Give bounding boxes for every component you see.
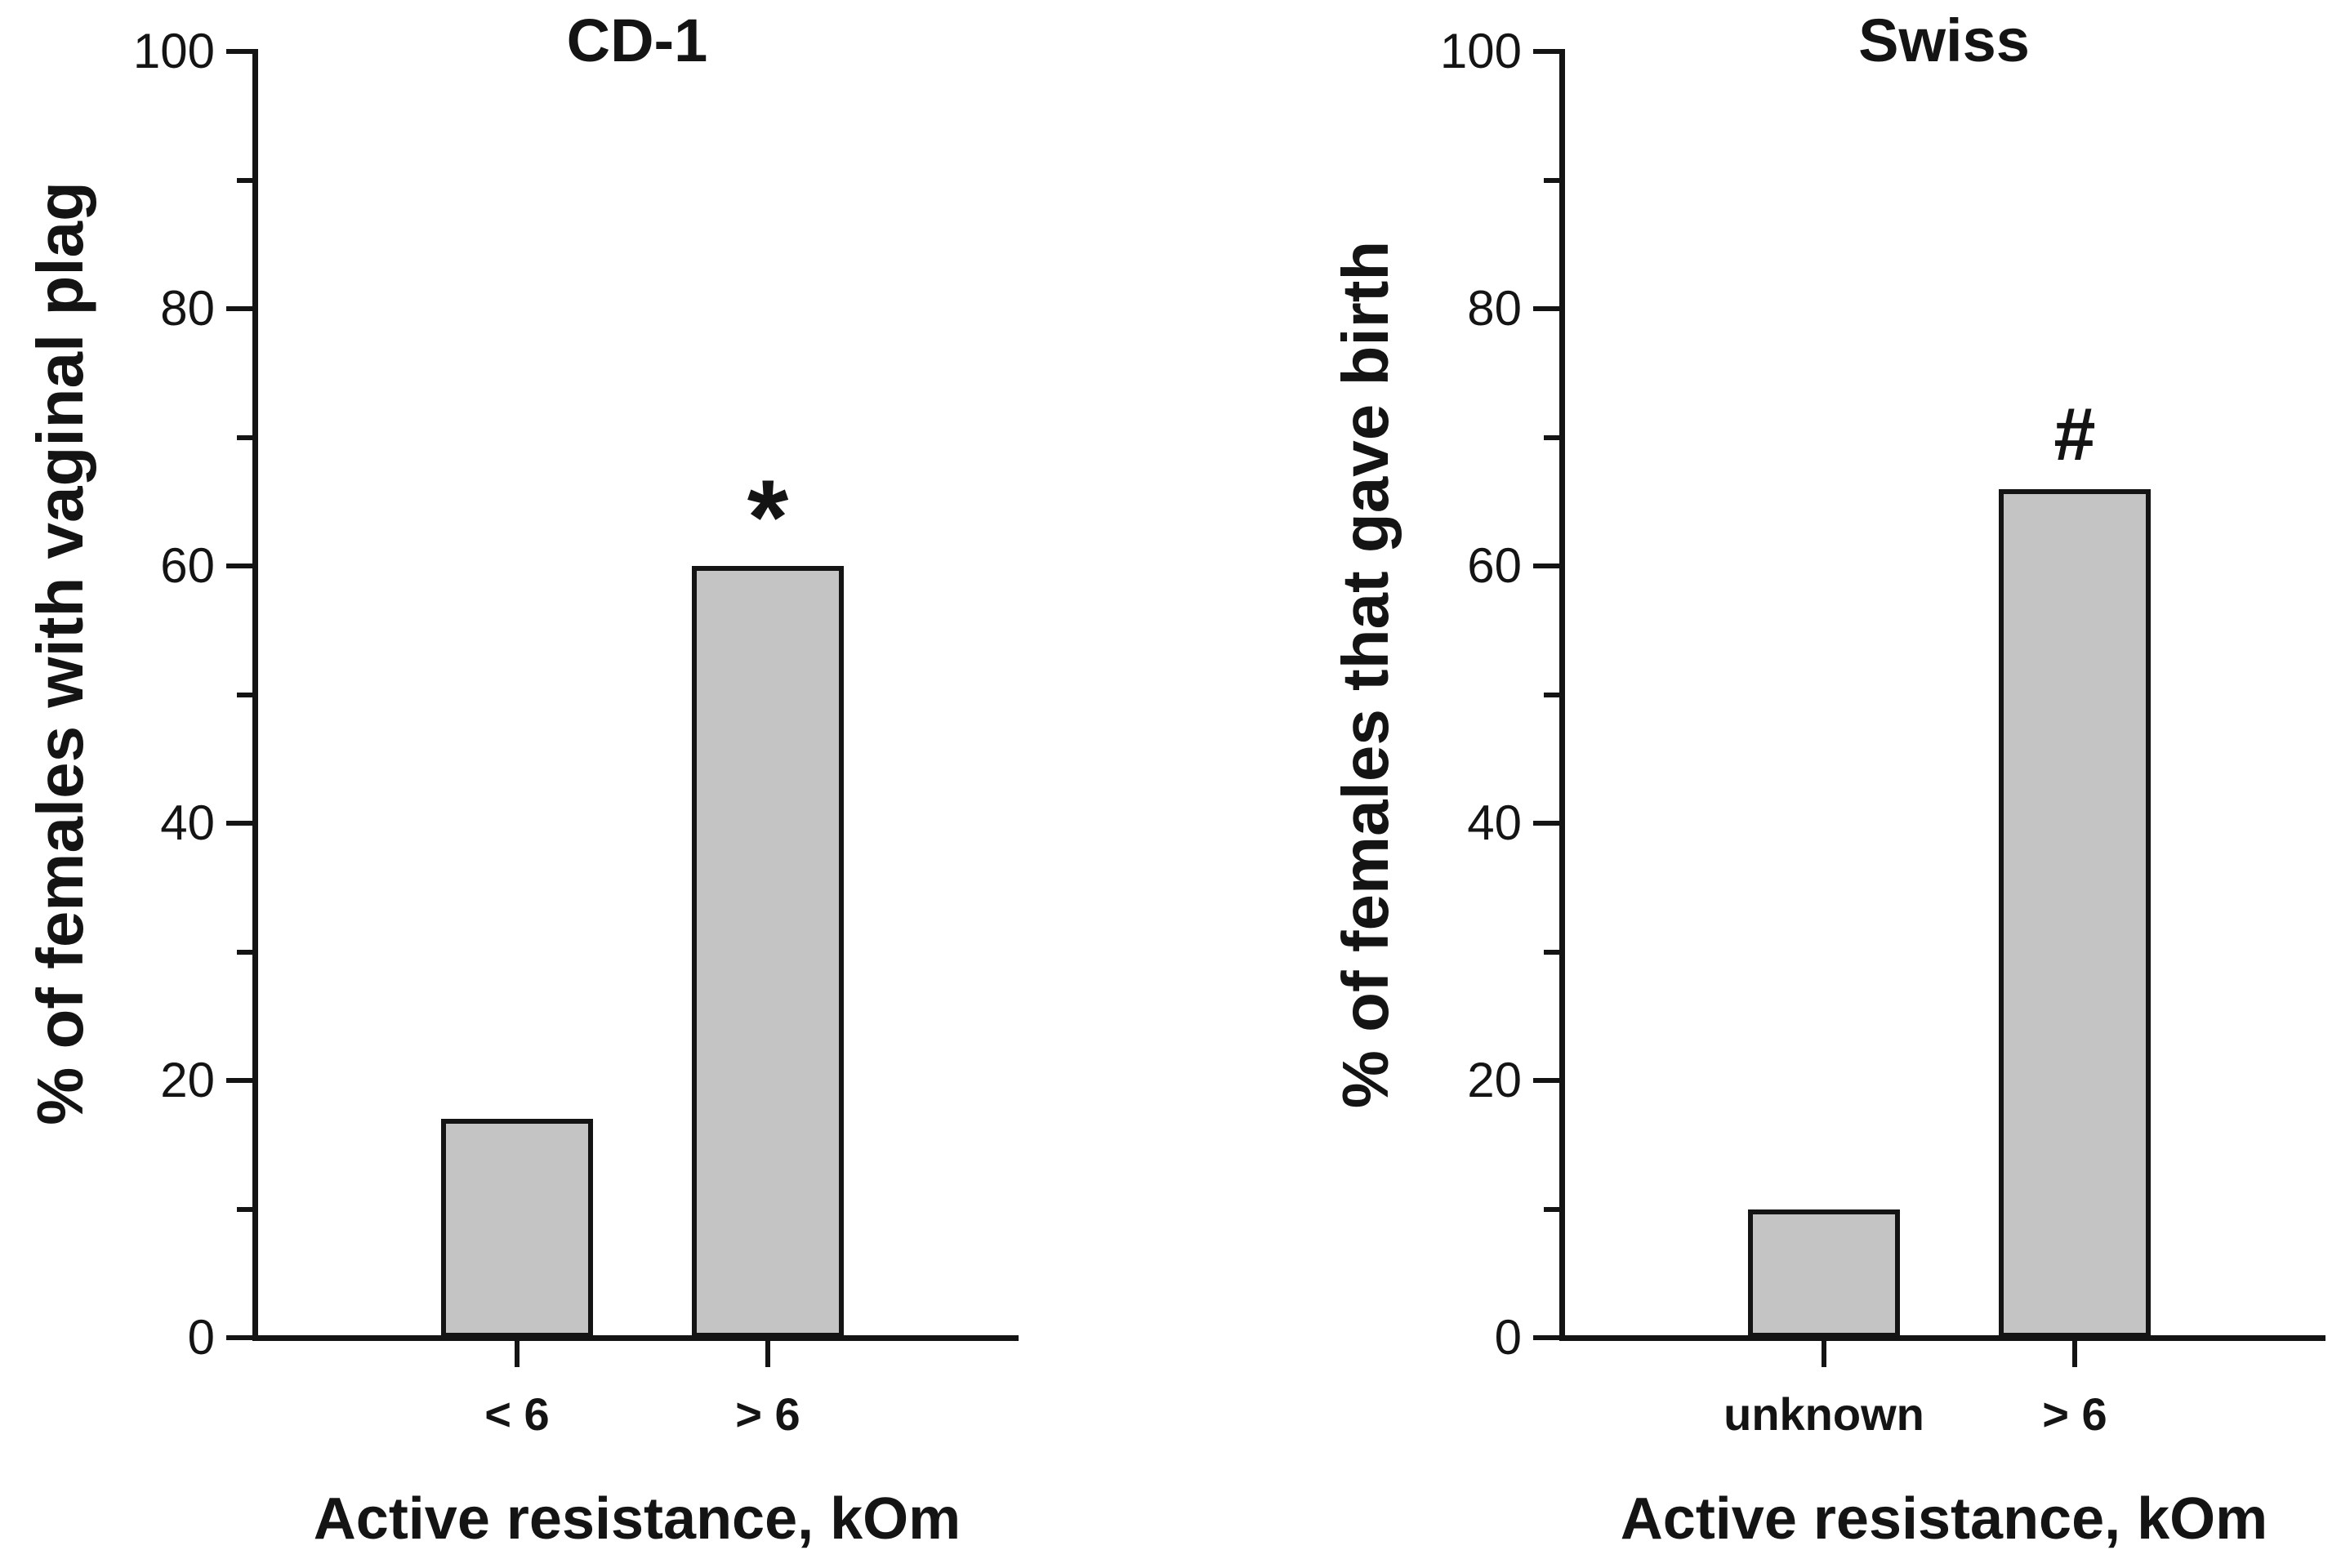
x-axis-label: Active resistance, kOm [1620, 1486, 2268, 1552]
y-axis-minor-tick [237, 434, 253, 440]
y-axis-tick-label: 20 [1467, 1053, 1522, 1107]
y-axis-minor-tick [1544, 949, 1560, 955]
y-axis-tick-label: 40 [160, 795, 215, 850]
category-label: unknown [1723, 1388, 1924, 1440]
y-axis-tick-label: 100 [132, 24, 215, 78]
y-axis-major-tick [226, 1335, 253, 1340]
plot-area: 0 20 40 60 80 100 unknown > 6 # [1440, 24, 2325, 1440]
y-axis-major-tick [1533, 564, 1560, 568]
significance-marker: # [2053, 393, 2096, 477]
category-label: > 6 [735, 1388, 800, 1440]
y-axis-line [252, 49, 258, 1341]
x-axis-tick [1822, 1341, 1826, 1367]
y-axis-minor-tick [237, 177, 253, 183]
y-axis-minor-tick [237, 949, 253, 955]
significance-marker: * [747, 457, 789, 577]
chart-title: CD-1 [566, 7, 708, 74]
bar [692, 566, 844, 1338]
y-axis-major-tick [226, 564, 253, 568]
y-axis-line [1559, 49, 1565, 1341]
y-axis-major-tick [1533, 1078, 1560, 1083]
category-label: < 6 [484, 1388, 550, 1440]
y-axis-major-tick [226, 1078, 253, 1083]
chart-title: Swiss [1858, 7, 2030, 74]
bar [441, 1119, 593, 1338]
y-axis-minor-tick [1544, 1206, 1560, 1212]
y-axis-major-tick [1533, 1335, 1560, 1340]
y-axis-major-tick [1533, 49, 1560, 54]
y-axis-minor-tick [1544, 692, 1560, 697]
y-axis-major-tick [1533, 821, 1560, 826]
y-axis-tick-label: 0 [187, 1310, 215, 1365]
x-axis-tick [515, 1341, 519, 1367]
bar [1999, 488, 2151, 1338]
y-axis-major-tick [1533, 306, 1560, 311]
y-axis-minor-tick [1544, 434, 1560, 440]
y-axis-label: % of females that gave birth [1329, 240, 1402, 1109]
y-axis-tick-label: 40 [1467, 795, 1522, 850]
y-axis-tick-label: 60 [160, 538, 215, 593]
y-axis-minor-tick [237, 692, 253, 697]
x-axis-label: Active resistance, kOm [313, 1486, 961, 1552]
x-axis-line [1559, 1335, 2325, 1341]
x-axis-line [252, 1335, 1019, 1341]
y-axis-tick-label: 0 [1494, 1310, 1522, 1365]
y-axis-major-tick [226, 49, 253, 54]
x-axis-tick [2072, 1341, 2077, 1367]
plot-area: 0 20 40 60 80 100 < 6 > 6 * [133, 24, 1019, 1440]
y-axis-minor-tick [237, 1206, 253, 1212]
category-label: > 6 [2042, 1388, 2107, 1440]
y-axis-tick-label: 80 [1467, 281, 1522, 336]
bar [1748, 1209, 1900, 1338]
y-axis-major-tick [226, 306, 253, 311]
y-axis-major-tick [226, 821, 253, 826]
y-axis-tick-label: 80 [160, 281, 215, 336]
y-axis-tick-label: 60 [1467, 538, 1522, 593]
y-axis-tick-label: 20 [160, 1053, 215, 1107]
y-axis-tick-label: 100 [1439, 24, 1522, 78]
x-axis-tick [765, 1341, 770, 1367]
y-axis-minor-tick [1544, 177, 1560, 183]
